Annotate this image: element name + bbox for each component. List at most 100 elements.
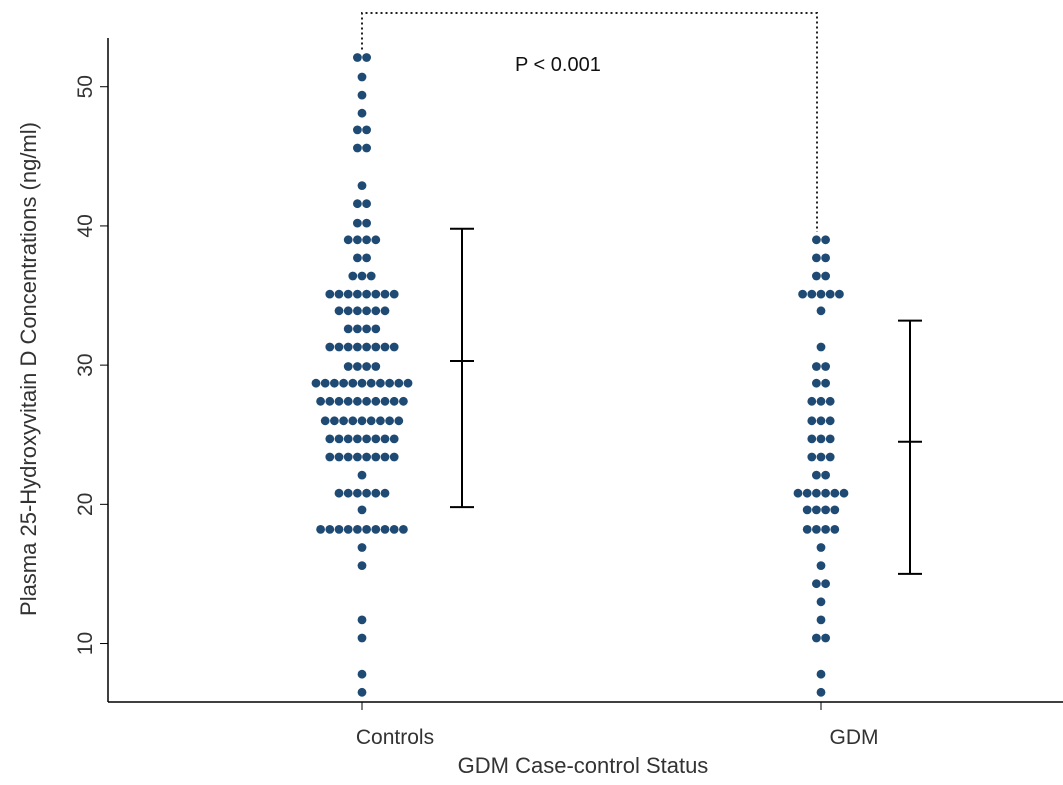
data-point (334, 525, 344, 534)
data-point (357, 505, 367, 515)
data-point (825, 396, 835, 406)
data-point (812, 235, 821, 245)
data-point (380, 488, 390, 498)
data-point (362, 289, 371, 299)
data-point (812, 253, 821, 263)
data-point (353, 253, 362, 263)
data-point (343, 235, 353, 245)
data-point (362, 53, 371, 62)
data-point (343, 452, 353, 462)
data-point (357, 669, 367, 679)
data-point (798, 289, 807, 299)
data-point (320, 378, 330, 388)
data-point (839, 488, 849, 498)
data-point (353, 199, 362, 209)
data-point (802, 488, 812, 498)
x-tick-label: GDM (830, 726, 879, 749)
data-point (380, 396, 390, 406)
data-point (812, 505, 821, 515)
data-point (357, 90, 367, 100)
data-point (380, 434, 390, 444)
data-point (389, 396, 399, 406)
data-point (362, 324, 371, 334)
data-point (325, 289, 335, 299)
data-point (353, 324, 362, 334)
data-point (821, 525, 830, 534)
data-point (334, 452, 344, 462)
data-point (334, 306, 344, 316)
data-point (362, 396, 371, 406)
data-point (343, 342, 353, 352)
data-point (353, 235, 362, 245)
data-point (348, 416, 358, 426)
data-point (357, 561, 367, 570)
data-point (821, 505, 830, 515)
data-point (357, 633, 367, 643)
data-point (357, 543, 367, 552)
y-tick-label: 20 (74, 493, 97, 516)
data-point (353, 488, 362, 498)
data-point (362, 306, 371, 316)
data-point (816, 452, 826, 462)
data-point (325, 525, 335, 534)
data-point (334, 289, 344, 299)
data-point (812, 525, 821, 534)
data-point (812, 271, 821, 281)
data-point (816, 289, 826, 299)
data-point (353, 289, 362, 299)
data-point (816, 396, 826, 406)
data-point (816, 597, 826, 607)
data-point (816, 434, 826, 444)
data-point (353, 362, 362, 371)
x-axis-title: GDM Case-control Status (458, 753, 709, 778)
data-point (353, 342, 362, 352)
y-tick-label: 40 (74, 214, 97, 237)
data-point (366, 271, 376, 281)
data-point (389, 525, 399, 534)
data-point (821, 633, 830, 643)
data-point (389, 434, 399, 444)
data-point (362, 452, 371, 462)
data-point (830, 488, 840, 498)
data-point (371, 235, 381, 245)
data-point (807, 434, 817, 444)
data-point (362, 362, 371, 371)
data-point (353, 434, 362, 444)
data-point (403, 378, 413, 388)
data-point (353, 125, 362, 135)
data-point (325, 342, 335, 352)
data-point (812, 579, 821, 589)
data-point (325, 452, 335, 462)
p-value-annotation: P < 0.001 (515, 54, 601, 76)
data-point (325, 396, 335, 406)
data-point (366, 416, 376, 426)
data-point (348, 378, 358, 388)
data-point (821, 579, 830, 589)
data-point (399, 396, 408, 406)
data-point (362, 235, 371, 245)
y-tick-label: 30 (74, 353, 97, 376)
significance-bracket (361, 12, 818, 232)
data-point (334, 434, 344, 444)
x-tick-label: Controls (356, 726, 434, 749)
data-point (389, 289, 399, 299)
data-point (339, 416, 348, 426)
data-point (343, 362, 353, 371)
data-point (343, 434, 353, 444)
data-point (316, 525, 325, 534)
error-bar (898, 319, 922, 575)
data-point (816, 543, 826, 552)
data-point (812, 488, 821, 498)
data-point (380, 452, 390, 462)
error-bar (450, 227, 474, 509)
data-point (357, 687, 367, 697)
data-point (357, 181, 367, 191)
data-point (825, 452, 835, 462)
data-point (362, 125, 371, 135)
data-point (316, 396, 325, 406)
data-point (816, 342, 826, 352)
data-point (830, 525, 840, 534)
data-point (385, 378, 394, 388)
data-point (821, 271, 830, 281)
